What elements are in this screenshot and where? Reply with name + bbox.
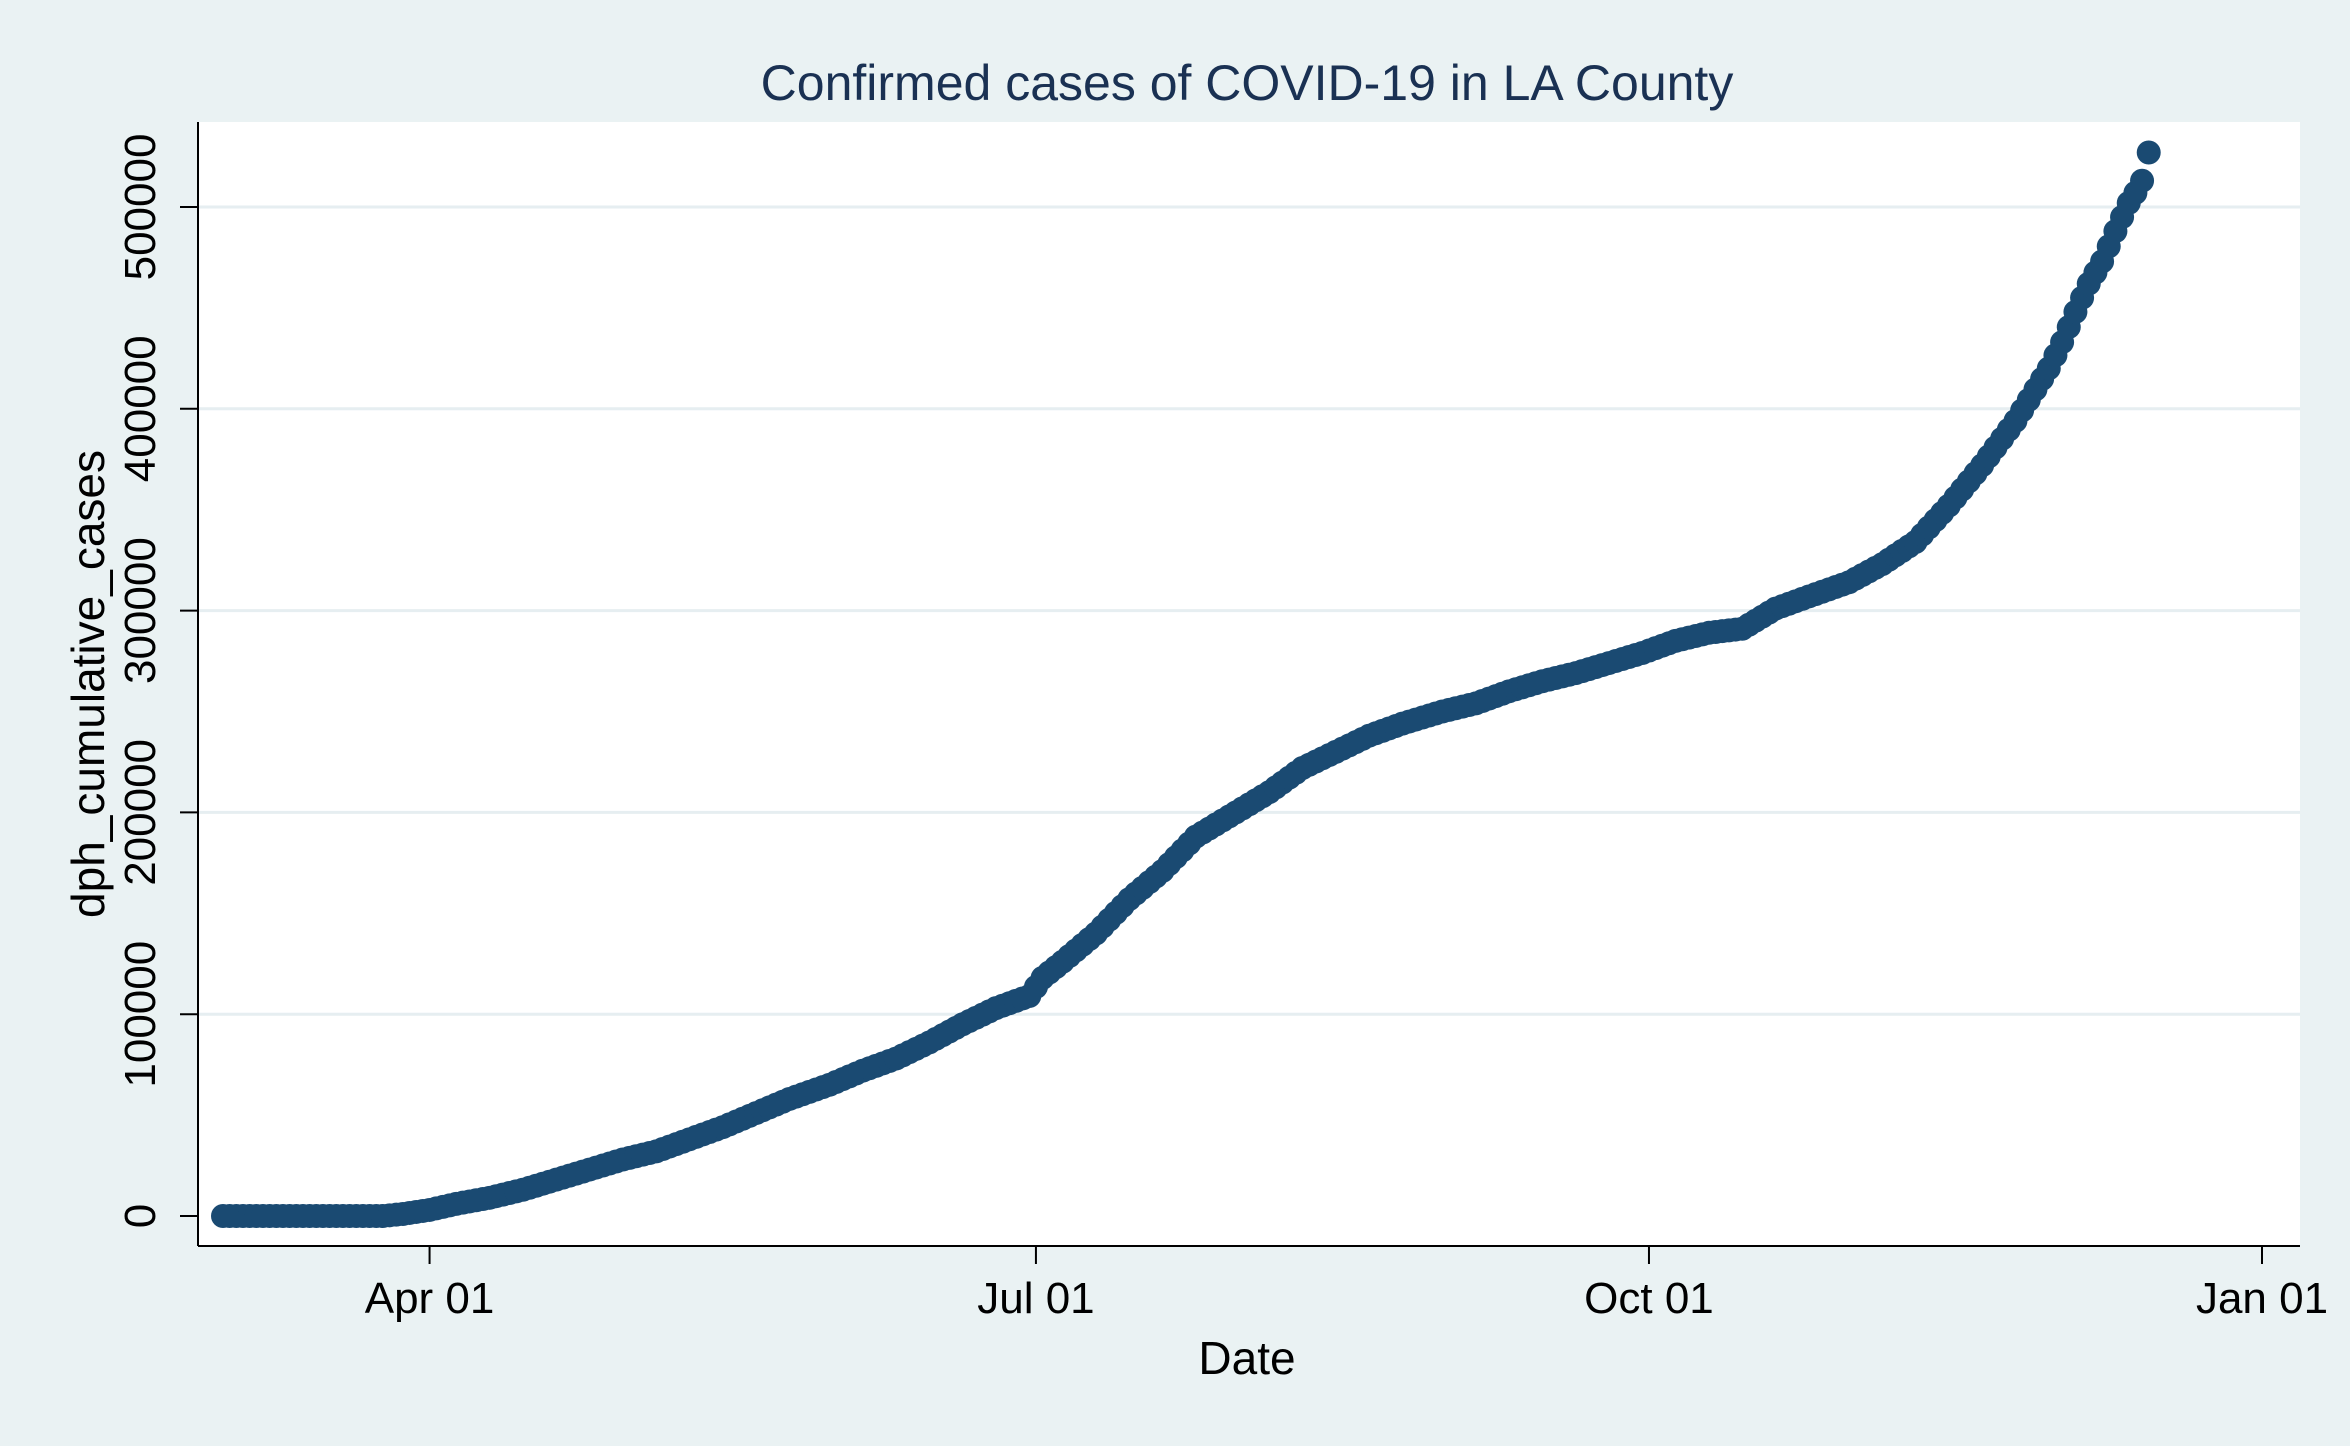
data-point — [2136, 140, 2161, 165]
x-tick-label-1: Jul 01 — [977, 1274, 1094, 1323]
x-tick-label-0: Apr 01 — [365, 1274, 495, 1323]
data-points — [211, 140, 2161, 1228]
y-tick-label-2: 200000 — [116, 739, 165, 886]
y-tick-label-4: 400000 — [116, 335, 165, 482]
y-axis-ticks: 0 100000 200000 300000 400000 500000 — [116, 134, 198, 1228]
data-point — [2130, 168, 2155, 193]
y-tick-label-3: 300000 — [116, 537, 165, 684]
gridlines — [198, 205, 2300, 1016]
plot-background — [198, 122, 2300, 1246]
y-tick-label-5: 500000 — [116, 134, 165, 281]
x-axis-title: Date — [1198, 1332, 1295, 1384]
x-tick-label-2: Oct 01 — [1584, 1274, 1714, 1323]
x-axis-ticks: Apr 01 Jul 01 Oct 01 Jan 01 — [365, 1246, 2328, 1323]
chart-title: Confirmed cases of COVID-19 in LA County — [761, 55, 1734, 111]
y-tick-label-1: 100000 — [116, 941, 165, 1088]
y-axis-title: dph_cumulative_cases — [62, 450, 114, 918]
x-tick-label-3: Jan 01 — [2196, 1274, 2328, 1323]
y-tick-label-0: 0 — [116, 1204, 165, 1228]
